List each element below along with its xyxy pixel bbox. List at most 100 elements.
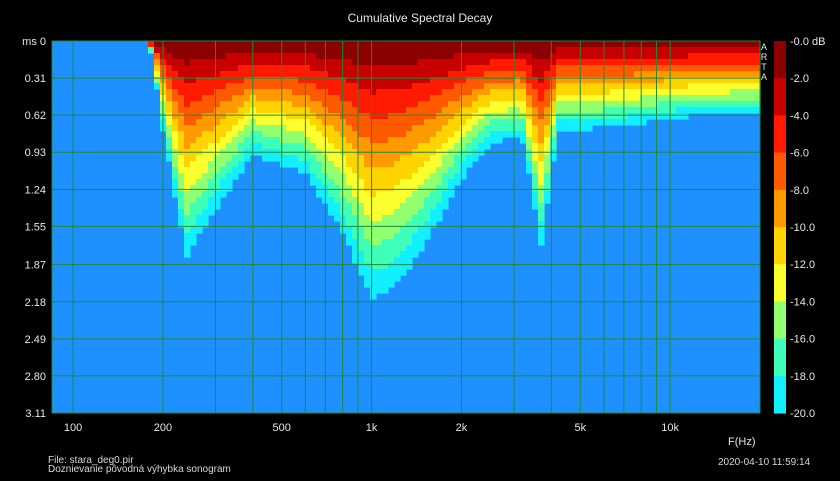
heatmap-cell <box>412 95 419 102</box>
heatmap-cell <box>568 47 575 54</box>
heatmap-cell <box>172 137 179 144</box>
heatmap-cell <box>580 53 587 60</box>
heatmap-cell <box>352 173 359 180</box>
heatmap-cell <box>526 59 533 66</box>
heatmap-cell <box>466 143 473 150</box>
heatmap-cell <box>190 185 197 192</box>
heatmap-cell <box>154 41 161 48</box>
heatmap-cell <box>286 41 293 48</box>
heatmap-cell <box>412 65 419 72</box>
heatmap-cell <box>172 167 179 174</box>
heatmap-cell <box>172 83 179 90</box>
heatmap-cell <box>184 53 191 60</box>
heatmap-cell <box>658 113 665 120</box>
heatmap-cell <box>304 137 311 144</box>
heatmap-cell <box>298 167 305 174</box>
heatmap-cell <box>442 59 449 66</box>
heatmap-cell <box>586 47 593 54</box>
heatmap-cell <box>190 89 197 96</box>
heatmap-cell <box>178 59 185 66</box>
heatmap-cell <box>676 113 683 120</box>
heatmap-cell <box>538 221 545 228</box>
heatmap-cell <box>244 89 251 96</box>
heatmap-cell <box>538 167 545 174</box>
heatmap-cell <box>190 83 197 90</box>
heatmap-cell <box>610 107 617 114</box>
heatmap-cell <box>616 65 623 72</box>
heatmap-cell <box>706 41 713 48</box>
heatmap-cell <box>682 53 689 60</box>
heatmap-cell <box>268 53 275 60</box>
heatmap-cell <box>442 197 449 204</box>
heatmap-cell <box>430 41 437 48</box>
heatmap-cell <box>400 173 407 180</box>
heatmap-cell <box>598 119 605 126</box>
heatmap-cell <box>352 125 359 132</box>
heatmap-cell <box>226 59 233 66</box>
heatmap-cell <box>220 83 227 90</box>
heatmap-cell <box>370 263 377 270</box>
heatmap-cell <box>628 101 635 108</box>
heatmap-cell <box>166 95 173 102</box>
heatmap-cell <box>682 107 689 114</box>
heatmap-cell <box>208 125 215 132</box>
heatmap-cell <box>730 89 737 96</box>
heatmap-cell <box>172 185 179 192</box>
heatmap-cell <box>658 95 665 102</box>
heatmap-cell <box>166 47 173 54</box>
heatmap-cell <box>280 47 287 54</box>
heatmap-cell <box>208 167 215 174</box>
heatmap-cell <box>658 77 665 84</box>
heatmap-cell <box>532 107 539 114</box>
heatmap-cell <box>394 59 401 66</box>
heatmap-cell <box>448 89 455 96</box>
heatmap-cell <box>526 161 533 168</box>
heatmap-cell <box>388 281 395 288</box>
heatmap-cell <box>538 71 545 78</box>
heatmap-cell <box>538 209 545 216</box>
heatmap-cell <box>406 137 413 144</box>
heatmap-cell <box>598 41 605 48</box>
heatmap-cell <box>598 71 605 78</box>
heatmap-cell <box>436 107 443 114</box>
heatmap-cell <box>340 59 347 66</box>
heatmap-cell <box>328 101 335 108</box>
heatmap-cell <box>424 161 431 168</box>
heatmap-cell <box>340 65 347 72</box>
heatmap-cell <box>418 41 425 48</box>
heatmap-cell <box>382 155 389 162</box>
heatmap-cell <box>556 119 563 126</box>
heatmap-cell <box>496 83 503 90</box>
legend-swatch <box>774 152 786 191</box>
heatmap-cell <box>238 167 245 174</box>
heatmap-cell <box>334 77 341 84</box>
heatmap-cell <box>364 71 371 78</box>
heatmap-cell <box>262 113 269 120</box>
heatmap-cell <box>382 275 389 282</box>
heatmap-cell <box>490 125 497 132</box>
heatmap-cell <box>700 53 707 60</box>
heatmap-cell <box>616 41 623 48</box>
heatmap-cell <box>364 167 371 174</box>
heatmap-cell <box>520 119 527 126</box>
heatmap-cell <box>352 95 359 102</box>
heatmap-cell <box>274 131 281 138</box>
heatmap-cell <box>556 125 563 132</box>
heatmap-cell <box>370 251 377 258</box>
heatmap-cell <box>190 77 197 84</box>
heatmap-cell <box>166 155 173 162</box>
heatmap-cell <box>466 59 473 66</box>
heatmap-cell <box>382 197 389 204</box>
heatmap-cell <box>400 179 407 186</box>
heatmap-cell <box>532 71 539 78</box>
heatmap-cell <box>346 209 353 216</box>
heatmap-cell <box>454 161 461 168</box>
heatmap-cell <box>298 107 305 114</box>
heatmap-cell <box>442 143 449 150</box>
heatmap-cell <box>712 59 719 66</box>
heatmap-cell <box>490 59 497 66</box>
heatmap-cell <box>400 113 407 120</box>
heatmap-cell <box>520 107 527 114</box>
heatmap-cell <box>202 137 209 144</box>
